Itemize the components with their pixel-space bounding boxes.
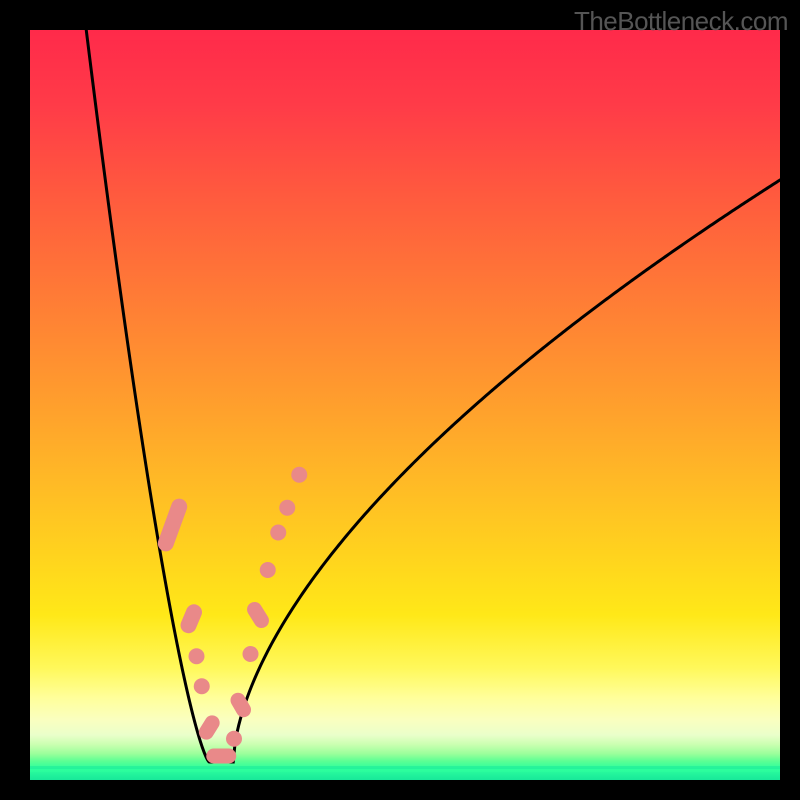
watermark-text: TheBottleneck.com bbox=[574, 6, 788, 37]
marker-dot bbox=[194, 678, 210, 694]
plot-area bbox=[30, 30, 780, 780]
marker-dot bbox=[226, 731, 242, 747]
marker-dot bbox=[270, 525, 286, 541]
marker-dot bbox=[243, 646, 259, 662]
marker-dot bbox=[279, 500, 295, 516]
marker-dot bbox=[260, 562, 276, 578]
marker-pill bbox=[206, 749, 236, 764]
chart-root: TheBottleneck.com bbox=[0, 0, 800, 800]
chart-svg bbox=[30, 30, 780, 780]
marker-dot bbox=[189, 648, 205, 664]
marker-dot bbox=[291, 467, 307, 483]
lower-bands bbox=[30, 766, 780, 772]
chart-background bbox=[30, 30, 780, 780]
